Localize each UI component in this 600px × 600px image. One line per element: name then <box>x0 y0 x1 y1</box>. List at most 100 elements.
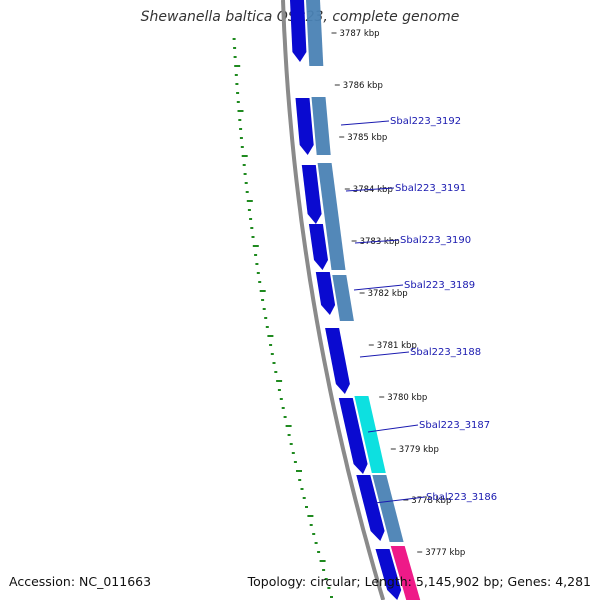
feature-arrow <box>356 475 385 541</box>
gene-label: Sbal223_3192 <box>390 116 461 127</box>
gc-dot <box>240 146 244 148</box>
gc-dot <box>302 497 306 499</box>
feature-arrow <box>308 224 328 270</box>
gc-dot <box>289 443 293 445</box>
gc-dot <box>312 533 316 535</box>
gc-dot <box>238 119 242 121</box>
feature-arrow <box>390 546 421 600</box>
gc-dot <box>279 398 283 400</box>
gc-dot <box>317 551 321 553</box>
genome-backbone <box>281 0 386 600</box>
feature-arrow <box>354 396 386 473</box>
gc-dot <box>252 245 259 247</box>
gene-label-leader <box>359 351 410 358</box>
feature-arrow <box>338 398 368 474</box>
gc-dot <box>270 353 274 355</box>
gc-dot <box>272 362 276 364</box>
gc-dot <box>281 407 285 409</box>
gc-dot <box>258 281 262 283</box>
gc-dot <box>255 263 259 265</box>
gc-dot <box>264 317 268 319</box>
gc-dot <box>307 515 314 517</box>
gene-labels: Sbal223_3192 Sbal223_3191 Sbal223_3190 Sbal… <box>340 116 497 504</box>
gc-dot <box>243 173 247 175</box>
gc-dot <box>296 470 302 472</box>
tick-label: 3778 kbp <box>411 496 451 506</box>
feature-arrow <box>311 97 331 155</box>
tick-label: 3782 kbp <box>368 289 408 299</box>
gc-dot <box>277 389 281 391</box>
gc-dot <box>241 155 248 157</box>
gc-dot <box>246 200 253 202</box>
tick-label: 3783 kbp <box>360 237 400 247</box>
gene-label-leader <box>367 424 419 433</box>
gc-dot <box>287 434 291 436</box>
feature-arrow <box>375 549 402 600</box>
gene-label-leader <box>353 284 404 291</box>
gc-dot <box>262 308 266 310</box>
gc-dot <box>235 83 239 85</box>
gc-dot <box>250 227 254 229</box>
gc-dot <box>249 218 253 220</box>
gc-dot <box>247 209 251 211</box>
gene-label: Sbal223_3190 <box>400 235 471 246</box>
feature-arrow <box>295 98 314 155</box>
tick-label: 3787 kbp <box>340 29 380 39</box>
gene-label-leader <box>345 187 395 192</box>
scale-ticks: 3787 kbp 3786 kbp 3785 kbp 3784 kbp 3783 kbp… <box>331 29 465 558</box>
gc-dot <box>322 569 326 571</box>
gc-dot <box>293 461 297 463</box>
genome-summary: Topology: circular; Length: 5,145,902 bp… <box>247 574 591 589</box>
gene-label-leader <box>340 120 390 126</box>
gc-dot <box>300 488 304 490</box>
feature-arrow <box>332 275 354 321</box>
gc-dot <box>256 272 260 274</box>
feature-arrow <box>306 0 324 66</box>
accession-label: Accession: NC_011663 <box>9 574 152 589</box>
gc-dot <box>245 191 249 193</box>
tick-label: 3784 kbp <box>353 185 393 195</box>
tick-label: 3780 kbp <box>387 393 427 403</box>
gc-dot <box>276 380 283 382</box>
gene-label-leader <box>354 239 400 244</box>
gene-label: Sbal223_3191 <box>395 183 466 194</box>
tick-label: 3781 kbp <box>377 341 417 351</box>
gc-dot <box>330 596 333 598</box>
gene-label: Sbal223_3188 <box>410 347 481 358</box>
gc-dot <box>239 128 243 130</box>
gc-dot <box>305 506 308 508</box>
gc-dot <box>285 425 292 427</box>
gc-dot <box>314 542 318 544</box>
gc-dot <box>298 479 302 481</box>
tick-label: 3786 kbp <box>343 81 383 91</box>
gc-dot <box>234 74 238 76</box>
gc-dot <box>269 344 273 346</box>
feature-arrow <box>317 163 346 270</box>
feature-arrow <box>372 475 404 542</box>
feature-track <box>290 0 421 600</box>
gc-dot <box>237 110 244 112</box>
gc-dot <box>283 416 287 418</box>
gc-dot <box>259 290 266 292</box>
gc-dot <box>239 137 243 139</box>
gc-dot <box>291 452 295 454</box>
tick-label: 3777 kbp <box>425 548 465 558</box>
gc-dot <box>236 101 240 103</box>
gc-dot <box>327 587 331 589</box>
gc-dot <box>261 299 265 301</box>
gc-dot <box>233 47 237 49</box>
gc-dot <box>309 524 313 526</box>
gene-label: Sbal223_3189 <box>404 280 475 291</box>
gc-dot <box>242 164 246 166</box>
gc-dot <box>254 254 258 256</box>
gc-dot <box>244 182 248 184</box>
gene-label-leader <box>374 496 426 504</box>
gc-dot <box>232 38 236 40</box>
gc-dot <box>236 92 240 94</box>
gc-dot <box>251 236 255 238</box>
tick-label: 3785 kbp <box>347 133 387 143</box>
gc-dot <box>234 65 241 67</box>
gene-label: Sbal223_3186 <box>426 492 497 503</box>
gc-dot <box>274 371 278 373</box>
